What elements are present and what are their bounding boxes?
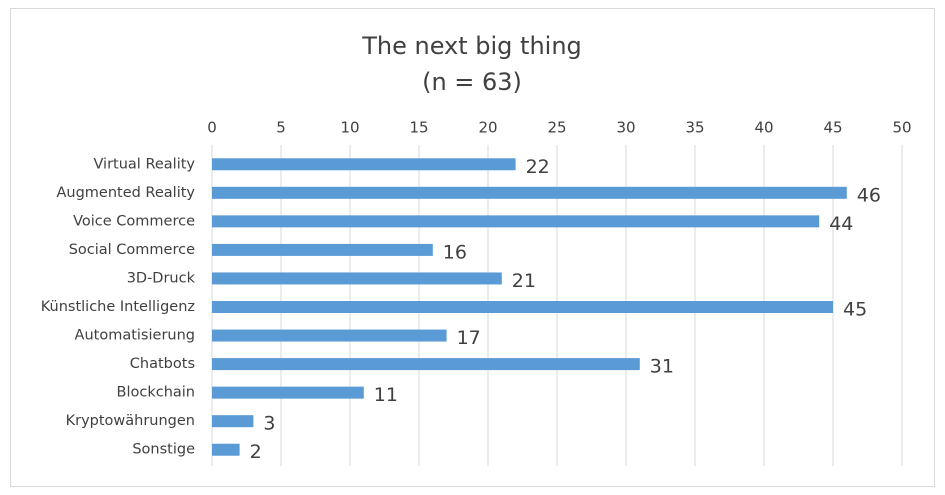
- y-tick-label: Voice Commerce: [73, 213, 195, 229]
- y-tick-label: Virtual Reality: [93, 156, 195, 172]
- x-tick-label: 50: [892, 119, 911, 137]
- data-label: 21: [512, 270, 536, 292]
- x-tick-label: 15: [409, 119, 428, 137]
- x-tick-label: 20: [478, 119, 497, 137]
- y-tick-label: Automatisierung: [75, 328, 195, 344]
- x-tick-label: 45: [823, 119, 842, 137]
- y-tick-label: Social Commerce: [69, 242, 195, 258]
- bar: [212, 186, 847, 199]
- chart-subtitle: (n = 63): [422, 68, 522, 96]
- chart-title: The next big thing: [361, 32, 582, 60]
- bar: [212, 215, 820, 228]
- bar: [212, 415, 254, 428]
- bar: [212, 358, 640, 371]
- bar: [212, 301, 833, 313]
- data-label: 22: [526, 156, 550, 178]
- y-tick-label: Augmented Reality: [56, 185, 195, 201]
- bar: [212, 386, 364, 399]
- data-label: 45: [843, 299, 867, 321]
- y-tick-label: Blockchain: [117, 385, 195, 401]
- bar: [212, 272, 502, 285]
- data-label: 44: [829, 213, 853, 235]
- bar: [212, 158, 516, 171]
- bar: [212, 243, 433, 256]
- data-label: 11: [374, 384, 398, 406]
- bar: [212, 443, 240, 456]
- x-tick-label: 40: [754, 119, 773, 137]
- data-label: 17: [457, 327, 481, 349]
- chart-frame: [10, 8, 935, 487]
- y-tick-label: Kryptowährungen: [66, 413, 195, 429]
- x-tick-label: 25: [547, 119, 566, 137]
- data-label: 3: [263, 413, 275, 435]
- bar: [212, 329, 447, 342]
- y-tick-label: Chatbots: [130, 356, 195, 372]
- y-tick-label: Künstliche Intelligenz: [41, 299, 195, 315]
- data-label: 16: [443, 241, 467, 263]
- x-tick-label: 5: [276, 119, 286, 137]
- x-tick-label: 0: [207, 119, 217, 137]
- data-label: 46: [857, 184, 881, 206]
- data-label: 2: [250, 441, 262, 463]
- data-label: 31: [650, 356, 674, 378]
- y-tick-label: 3D-Druck: [127, 270, 196, 286]
- x-tick-label: 10: [340, 119, 359, 137]
- x-tick-label: 35: [685, 119, 704, 137]
- x-tick-label: 30: [616, 119, 635, 137]
- y-tick-label: Sonstige: [132, 442, 195, 458]
